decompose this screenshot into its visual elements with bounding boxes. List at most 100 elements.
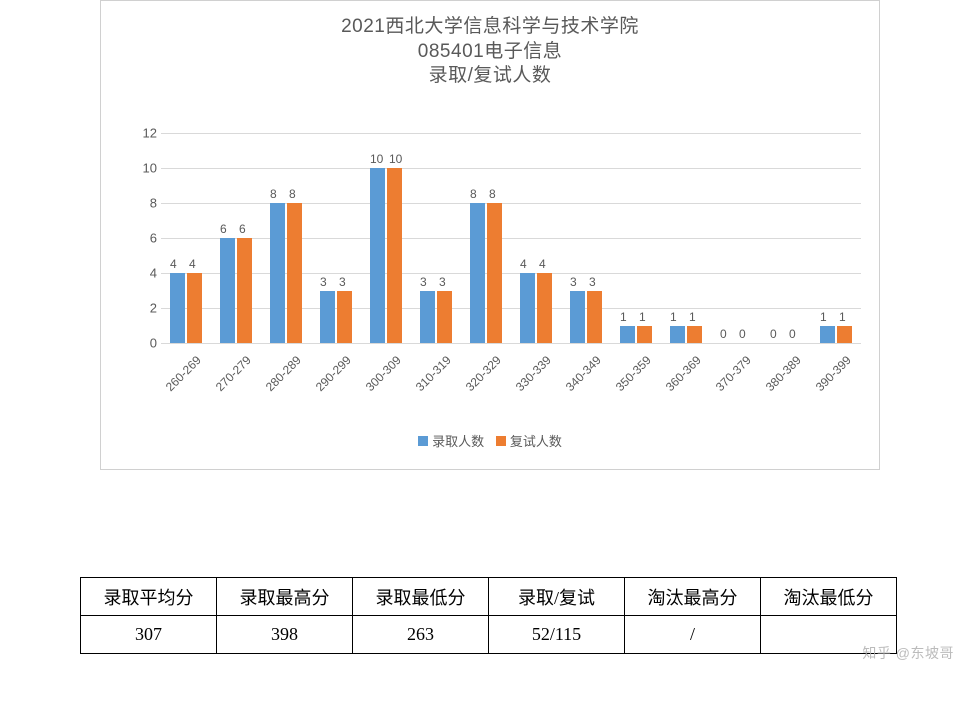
x-axis-label: 340-349 — [559, 353, 604, 398]
table-header-cell: 淘汰最高分 — [625, 578, 761, 616]
bar-group: 11 — [820, 326, 852, 344]
bar-group: 88 — [470, 203, 502, 343]
bar-group: 66 — [220, 238, 252, 343]
x-axis-label: 280-289 — [259, 353, 304, 398]
table-cell: 52/115 — [489, 616, 625, 654]
x-axis-label: 350-359 — [609, 353, 654, 398]
chart-legend: 录取人数 复试人数 — [101, 431, 879, 450]
bar-series-1 — [487, 203, 502, 343]
table-header-cell: 录取最高分 — [217, 578, 353, 616]
gridline — [161, 343, 861, 344]
chart-title-line-0: 2021西北大学信息科学与技术学院 — [101, 15, 879, 40]
bar-series-0 — [420, 291, 435, 344]
bar-group: 33 — [320, 291, 352, 344]
bar-label: 3 — [420, 275, 427, 289]
bar-label: 3 — [589, 275, 596, 289]
bar-label: 0 — [789, 327, 796, 341]
bar-series-1 — [187, 273, 202, 343]
y-tick: 4 — [133, 266, 157, 281]
watermark: 知乎 @东坡哥 — [862, 643, 954, 663]
x-axis-label: 330-339 — [509, 353, 554, 398]
x-axis-label: 290-299 — [309, 353, 354, 398]
bar-label: 8 — [270, 187, 277, 201]
bar-series-0 — [570, 291, 585, 344]
bar-series-0 — [370, 168, 385, 343]
bar-label: 1 — [820, 310, 827, 324]
gridline — [161, 133, 861, 134]
table-cell: 398 — [217, 616, 353, 654]
bar-label: 4 — [170, 257, 177, 271]
y-tick: 0 — [133, 336, 157, 351]
bar-series-0 — [620, 326, 635, 344]
bar-series-0 — [270, 203, 285, 343]
bar-label: 1 — [620, 310, 627, 324]
bar-group: 44 — [170, 273, 202, 343]
table-cell: 263 — [353, 616, 489, 654]
x-axis-label: 390-399 — [809, 353, 854, 398]
bar-label: 3 — [320, 275, 327, 289]
legend-item-1: 复试人数 — [496, 431, 562, 450]
x-axis-label: 320-329 — [459, 353, 504, 398]
bar-label: 3 — [339, 275, 346, 289]
legend-item-0: 录取人数 — [418, 431, 484, 450]
bar-label: 10 — [389, 152, 402, 166]
bar-label: 6 — [220, 222, 227, 236]
bar-label: 0 — [720, 327, 727, 341]
table-row: 录取平均分录取最高分录取最低分录取/复试淘汰最高分淘汰最低分 — [81, 578, 897, 616]
gridline — [161, 238, 861, 239]
bar-label: 8 — [489, 187, 496, 201]
bar-label: 8 — [470, 187, 477, 201]
bar-group: 11 — [670, 326, 702, 344]
bar-label: 3 — [439, 275, 446, 289]
bar-series-1 — [687, 326, 702, 344]
gridline — [161, 168, 861, 169]
table-header-cell: 淘汰最低分 — [761, 578, 897, 616]
y-tick: 2 — [133, 301, 157, 316]
chart-title: 2021西北大学信息科学与技术学院 085401电子信息 录取/复试人数 — [101, 15, 879, 89]
table-header-cell: 录取平均分 — [81, 578, 217, 616]
table-cell: 307 — [81, 616, 217, 654]
bar-series-1 — [387, 168, 402, 343]
bar-label: 1 — [639, 310, 646, 324]
table-cell: / — [625, 616, 761, 654]
bar-series-0 — [320, 291, 335, 344]
legend-swatch-0 — [418, 436, 428, 446]
bar-series-0 — [470, 203, 485, 343]
bar-label: 0 — [770, 327, 777, 341]
x-axis-label: 310-319 — [409, 353, 454, 398]
legend-label-0: 录取人数 — [432, 431, 484, 450]
x-axis-label: 370-379 — [709, 353, 754, 398]
bar-group: 33 — [570, 291, 602, 344]
table-row: 30739826352/115/ — [81, 616, 897, 654]
legend-swatch-1 — [496, 436, 506, 446]
bar-series-1 — [637, 326, 652, 344]
gridline — [161, 273, 861, 274]
table-header-cell: 录取最低分 — [353, 578, 489, 616]
x-axis-label: 360-369 — [659, 353, 704, 398]
bar-series-0 — [170, 273, 185, 343]
stats-table: 录取平均分录取最高分录取最低分录取/复试淘汰最高分淘汰最低分3073982635… — [80, 577, 897, 654]
y-tick: 6 — [133, 231, 157, 246]
bar-group: 33 — [420, 291, 452, 344]
gridline — [161, 203, 861, 204]
x-axis-label: 260-269 — [159, 353, 204, 398]
chart-title-line-2: 录取/复试人数 — [101, 64, 879, 89]
bar-series-1 — [837, 326, 852, 344]
bar-series-1 — [287, 203, 302, 343]
y-tick: 8 — [133, 196, 157, 211]
x-axis-label: 300-309 — [359, 353, 404, 398]
bar-label: 4 — [539, 257, 546, 271]
plot-area: 02468101244260-26966270-27988280-2893329… — [161, 133, 861, 343]
y-tick: 10 — [133, 161, 157, 176]
bar-label: 3 — [570, 275, 577, 289]
legend-label-1: 复试人数 — [510, 431, 562, 450]
bar-label: 1 — [670, 310, 677, 324]
bar-label: 0 — [739, 327, 746, 341]
bar-series-1 — [437, 291, 452, 344]
bar-series-1 — [587, 291, 602, 344]
x-axis-label: 380-389 — [759, 353, 804, 398]
bar-label: 8 — [289, 187, 296, 201]
x-axis-label: 270-279 — [209, 353, 254, 398]
bar-label: 1 — [839, 310, 846, 324]
bar-series-0 — [220, 238, 235, 343]
